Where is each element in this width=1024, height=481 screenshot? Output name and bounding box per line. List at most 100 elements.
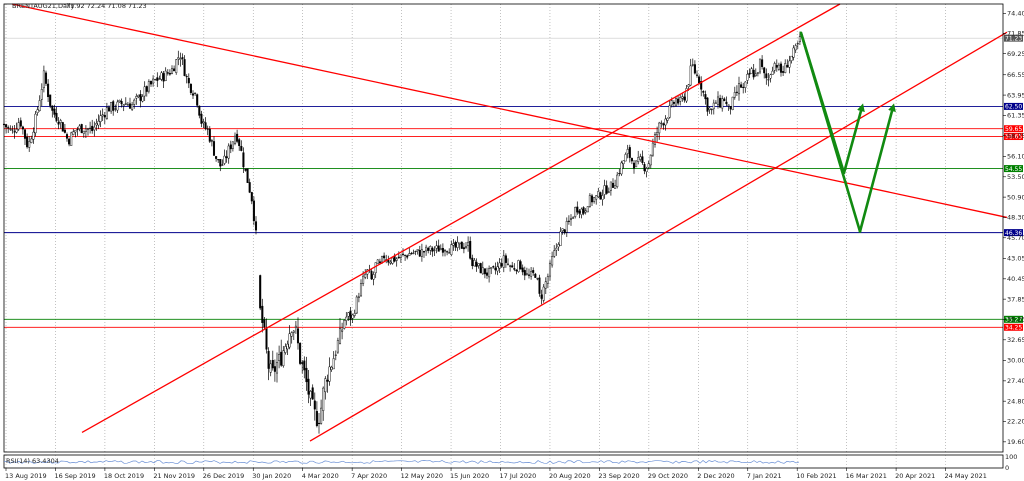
candle-body	[244, 168, 247, 171]
candle-body	[236, 133, 239, 142]
candle-body	[656, 132, 659, 136]
candle-body	[9, 128, 12, 130]
level-badge	[1004, 229, 1023, 237]
candle-body	[572, 217, 575, 219]
candle-body	[706, 97, 709, 112]
candle-body	[618, 173, 621, 175]
candle-body	[628, 147, 631, 158]
candle-body	[59, 120, 62, 123]
candle-body	[467, 241, 470, 247]
candle-body	[131, 104, 134, 110]
x-tick-label: 10 Feb 2021	[796, 472, 836, 480]
candle-body	[593, 197, 596, 202]
candle-body	[700, 81, 703, 90]
candle-body	[517, 260, 520, 272]
candle-body	[254, 221, 258, 231]
candle-body	[328, 366, 331, 382]
candle-body	[355, 296, 358, 314]
level-label: 59.65	[1005, 126, 1022, 133]
candle-body	[395, 258, 398, 261]
candle-body	[530, 271, 533, 277]
candle-body	[162, 73, 165, 82]
candle-body	[248, 182, 251, 193]
candle-body	[231, 141, 234, 149]
candle-body	[313, 400, 316, 410]
candle-body	[338, 328, 342, 344]
candle-body	[794, 45, 797, 51]
y-tick-label: 19.60	[1007, 438, 1024, 446]
candle-body	[557, 244, 560, 248]
candle-body	[294, 325, 297, 328]
candlesticks	[2, 31, 801, 434]
candle-body	[343, 320, 346, 329]
candle-body	[777, 64, 780, 70]
candle-body	[704, 94, 707, 100]
candle-body	[65, 134, 69, 139]
candle-body	[481, 267, 484, 275]
candle-body	[506, 263, 510, 265]
candle-body	[752, 69, 755, 78]
candle-body	[525, 273, 528, 275]
candle-body	[91, 125, 94, 132]
candle-body	[389, 261, 392, 264]
candle-body	[439, 248, 442, 251]
y-tick-label: 63.95	[1007, 91, 1024, 99]
candle-body	[341, 329, 344, 332]
x-tick-label: 20 Apr 2021	[895, 472, 935, 480]
x-tick-label: 20 Aug 2020	[549, 472, 591, 480]
candle-body	[99, 115, 102, 122]
candle-body	[418, 249, 421, 257]
candle-body	[7, 127, 10, 129]
x-tick-label: 2 Dec 2020	[697, 472, 734, 480]
candle-body	[154, 79, 157, 81]
candle-body	[126, 104, 129, 106]
candle-body	[769, 74, 772, 79]
candle-body	[758, 58, 762, 73]
candle-body	[796, 43, 799, 45]
current-price-badge	[1004, 34, 1023, 42]
candle-body	[488, 268, 491, 278]
candle-body	[496, 266, 499, 272]
candle-body	[761, 59, 764, 67]
candle-body	[345, 316, 348, 321]
candle-body	[351, 314, 354, 319]
candle-body	[296, 328, 300, 344]
candle-body	[175, 59, 178, 73]
candle-body	[376, 259, 379, 265]
candle-body	[164, 70, 167, 81]
candle-body	[275, 362, 279, 374]
candle-body	[200, 113, 203, 124]
candle-body	[462, 247, 465, 250]
candle-body	[754, 73, 757, 77]
candle-body	[599, 192, 602, 200]
candle-body	[578, 210, 581, 214]
x-tick-label: 16 Sep 2019	[54, 472, 95, 480]
candle-body	[609, 181, 612, 191]
candle-body	[490, 267, 493, 269]
candle-body	[202, 121, 205, 124]
candle-body	[574, 207, 577, 217]
candle-body	[460, 241, 463, 249]
candle-body	[464, 246, 468, 248]
candle-body	[290, 332, 293, 337]
candle-body	[406, 255, 409, 258]
candle-body	[38, 100, 41, 111]
candle-body	[798, 36, 801, 43]
candle-body	[47, 83, 50, 98]
candle-body	[540, 294, 543, 299]
candle-body	[122, 104, 125, 107]
candle-body	[456, 241, 459, 248]
projection-arrow	[858, 103, 896, 233]
projection-arrows	[799, 31, 896, 233]
candle-body	[458, 242, 461, 245]
candle-body	[716, 96, 720, 106]
candle-body	[166, 72, 169, 74]
y-tick-label: 66.55	[1007, 71, 1024, 79]
plot-frame	[3, 3, 1004, 453]
candle-body	[225, 156, 228, 159]
candle-body	[595, 195, 598, 200]
candle-body	[301, 362, 304, 364]
candle-body	[443, 250, 447, 252]
candle-body	[23, 129, 27, 139]
